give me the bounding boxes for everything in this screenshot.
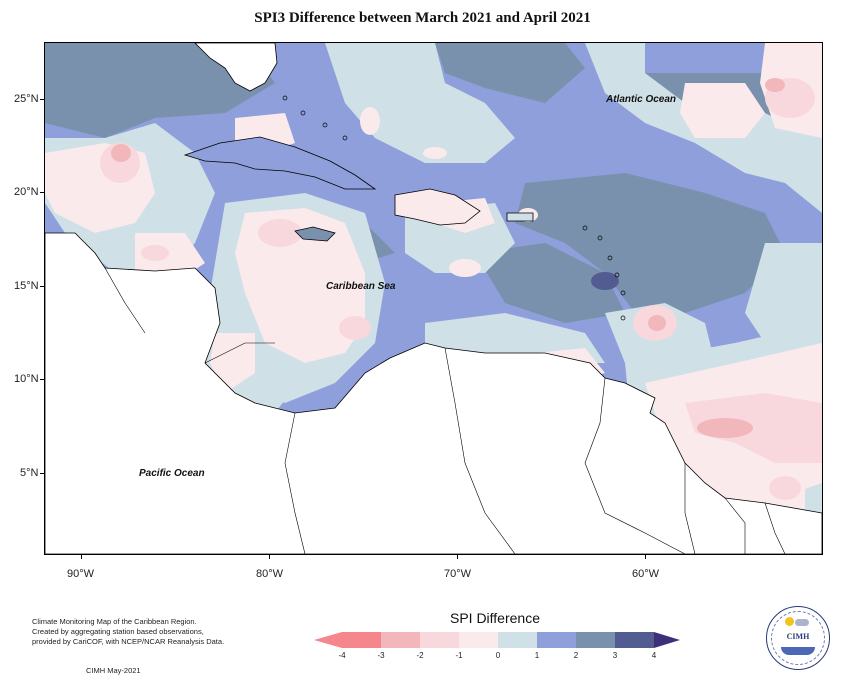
legend-label: 4 (651, 651, 657, 660)
wave-icon (781, 647, 815, 655)
legend-label: -1 (455, 651, 463, 660)
lat-label-20n: 20°N (14, 186, 39, 198)
spi-map (44, 42, 823, 555)
legend-title: SPI Difference (449, 610, 540, 626)
legend-colorbar (314, 632, 680, 648)
lon-label-90w: 90°W (67, 568, 95, 580)
legend-label: -3 (377, 651, 385, 660)
lat-tick (40, 99, 44, 100)
legend-label: -2 (416, 651, 424, 660)
lat-tick (40, 473, 44, 474)
legend-label: 0 (495, 651, 501, 660)
credits-line-3: provided by CariCOF, with NCEP/NCAR Rean… (32, 637, 225, 646)
legend-swatch (537, 632, 576, 648)
legend-label: 2 (573, 651, 579, 660)
credits-line-2: Created by aggregating station based obs… (32, 627, 204, 636)
legend-swatch (498, 632, 537, 648)
legend-swatch (381, 632, 420, 648)
credits-source: CIMH May-2021 (86, 666, 141, 675)
logo-ring (771, 611, 825, 665)
lat-label-15n: 15°N (14, 280, 39, 292)
legend-swatch (615, 632, 654, 648)
legend-swatch (342, 632, 381, 648)
lat-tick (40, 192, 44, 193)
atlantic-ocean-label: Atlantic Ocean (606, 94, 677, 105)
lon-label-70w: 70°W (444, 568, 472, 580)
logo-text: CIMH (786, 632, 810, 641)
map-credits: Climate Monitoring Map of the Caribbean … (32, 617, 252, 647)
legend-swatch (654, 632, 680, 648)
lat-tick (40, 379, 44, 380)
lon-label-60w: 60°W (632, 568, 660, 580)
lon-tick (645, 554, 646, 559)
legend-swatch (314, 632, 342, 648)
cloud-icon (795, 619, 809, 626)
legend-label: 3 (612, 651, 618, 660)
pacific-ocean-label: Pacific Ocean (139, 468, 205, 479)
lat-tick (40, 286, 44, 287)
lon-tick (269, 554, 270, 559)
lon-label-80w: 80°W (256, 568, 284, 580)
sun-icon (785, 617, 794, 626)
credits-line-1: Climate Monitoring Map of the Caribbean … (32, 617, 197, 626)
lat-label-5n: 5°N (20, 467, 39, 479)
lat-label-10n: 10°N (14, 373, 39, 385)
map-title: SPI3 Difference between March 2021 and A… (254, 10, 591, 26)
legend-label: 1 (534, 651, 540, 660)
lat-label-25n: 25°N (14, 93, 39, 105)
lon-tick (81, 554, 82, 559)
legend-swatch (420, 632, 459, 648)
caribbean-sea-label: Caribbean Sea (326, 281, 396, 292)
cimh-logo-icon: CIMH (766, 606, 830, 670)
legend-label: -4 (338, 651, 346, 660)
legend-swatch (459, 632, 498, 648)
spi-map-graphic (45, 43, 822, 554)
legend-swatch (576, 632, 615, 648)
lon-tick (457, 554, 458, 559)
